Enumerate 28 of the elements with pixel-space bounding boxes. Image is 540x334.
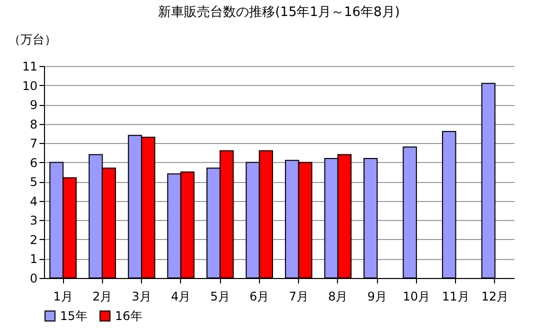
y-tick-label: 8: [30, 117, 38, 132]
y-tick-label: 6: [30, 156, 38, 170]
x-tick-label: 5月: [210, 290, 230, 304]
y-tick-label: 5: [30, 175, 38, 190]
y-tick-label: 7: [30, 136, 38, 151]
x-tick-label: 8月: [328, 290, 348, 304]
y-tick-label: 3: [30, 214, 38, 228]
y-tick-label: 4: [30, 194, 38, 208]
y-axis-title: （万台）: [8, 32, 56, 46]
y-tick-label: 11: [22, 60, 38, 74]
y-tick-label: 10: [22, 78, 38, 93]
x-tick-label: 7月: [288, 290, 308, 304]
chart-title: 新車販売台数の推移(15年1月～16年8月): [158, 5, 400, 20]
x-tick-label: 1月: [53, 290, 73, 304]
y-tick-label: 9: [30, 98, 38, 112]
x-tick-label: 3月: [132, 290, 152, 304]
legend-label: 15年: [60, 309, 88, 323]
legend-label: 16年: [115, 309, 142, 323]
x-tick-label: 11月: [442, 290, 470, 304]
x-tick-label: 2月: [92, 290, 112, 304]
x-tick-label: 6月: [250, 290, 270, 304]
x-tick-label: 10月: [402, 290, 430, 304]
y-tick-label: 0: [30, 272, 38, 286]
x-tick-label: 9月: [367, 290, 387, 304]
y-tick-label: 1: [30, 252, 38, 266]
x-tick-label: 4月: [171, 290, 191, 304]
x-tick-label: 12月: [481, 290, 509, 304]
y-tick-label: 2: [30, 232, 38, 247]
